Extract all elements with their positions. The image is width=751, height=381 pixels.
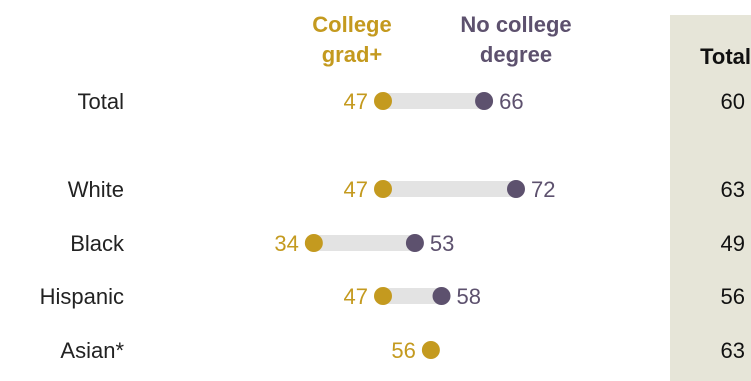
no-college-value-label: 53 bbox=[430, 231, 454, 256]
college-dot bbox=[374, 180, 392, 198]
total-column-header: Total bbox=[700, 44, 751, 69]
category-label: White bbox=[68, 177, 124, 202]
college-value-label: 47 bbox=[344, 89, 368, 114]
no-college-dot bbox=[405, 234, 424, 252]
category-label: Asian* bbox=[60, 338, 124, 363]
category-label: Black bbox=[70, 231, 125, 256]
connector-bar bbox=[313, 235, 415, 251]
college-dot bbox=[374, 287, 392, 305]
college-dot bbox=[374, 92, 392, 110]
no-college-dot bbox=[475, 92, 494, 110]
college-value-label: 34 bbox=[274, 231, 298, 256]
college-value-label: 47 bbox=[344, 284, 368, 309]
category-label: Hispanic bbox=[40, 284, 124, 309]
college-dot bbox=[421, 341, 440, 359]
connector-bar bbox=[383, 288, 442, 304]
total-value: 60 bbox=[721, 89, 745, 114]
category-label: Total bbox=[78, 89, 124, 114]
total-value: 63 bbox=[721, 177, 745, 202]
no-college-value-label: 58 bbox=[457, 284, 481, 309]
no-college-value-label: 72 bbox=[531, 177, 555, 202]
college-dot bbox=[304, 234, 323, 252]
connector-bar bbox=[383, 93, 485, 109]
total-column-background bbox=[670, 15, 751, 381]
legend-no-college-degree: No college degree bbox=[460, 12, 572, 67]
total-value: 56 bbox=[721, 284, 745, 309]
no-college-dot bbox=[432, 287, 451, 305]
college-value-label: 56 bbox=[391, 338, 415, 363]
legend-college-grad: College grad+ bbox=[312, 12, 392, 67]
no-college-dot bbox=[507, 180, 525, 198]
connector-bar bbox=[383, 181, 516, 197]
college-value-label: 47 bbox=[344, 177, 368, 202]
no-college-value-label: 66 bbox=[499, 89, 523, 114]
total-value: 63 bbox=[721, 338, 745, 363]
total-value: 49 bbox=[721, 231, 745, 256]
